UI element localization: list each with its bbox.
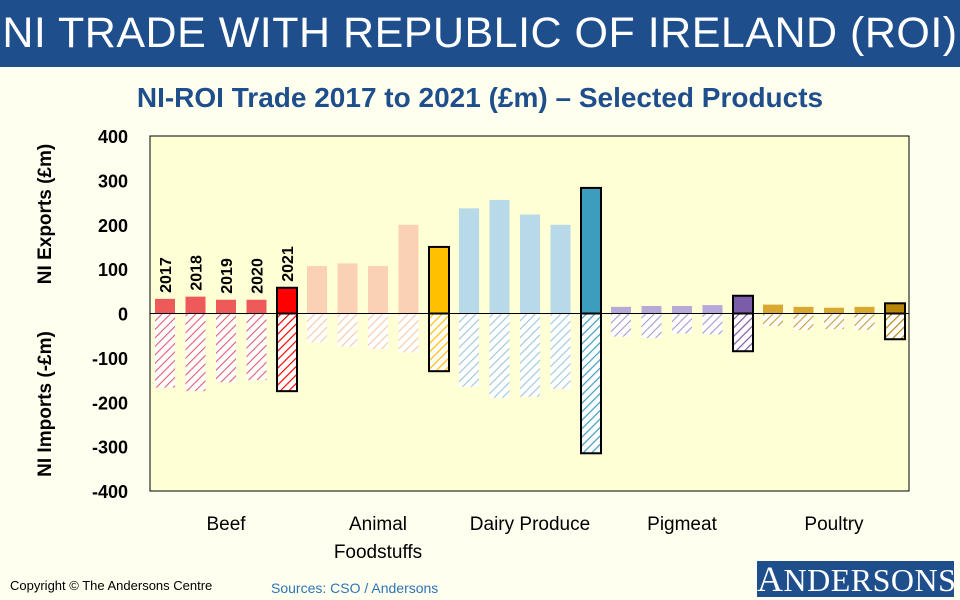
- import-bar-animal-foodstuffs-2018: [337, 313, 358, 347]
- import-bar-dairy-produce-2017: [459, 313, 479, 387]
- y-tick-label: -400: [92, 482, 128, 502]
- header-banner: NI TRADE WITH REPUBLIC OF IRELAND (ROI): [0, 0, 960, 67]
- import-bar-animal-foodstuffs-2021: [428, 312, 450, 373]
- export-bar-animal-foodstuffs-2019: [368, 266, 388, 314]
- import-bar-animal-foodstuffs-2017: [307, 313, 327, 343]
- import-bar-dairy-produce-2019: [520, 313, 540, 397]
- export-bar-poultry-2019: [824, 307, 844, 314]
- import-bar-animal-foodstuffs-2020: [398, 313, 419, 353]
- y-axis-label-imports: NI Imports (-£m): [35, 331, 56, 477]
- banner-title: NI TRADE WITH REPUBLIC OF IRELAND (ROI): [2, 9, 958, 57]
- import-bar-pigmeat-2017: [611, 313, 631, 337]
- import-bar-beef-2018: [185, 313, 206, 392]
- import-bar-beef-2017: [155, 313, 175, 388]
- export-bar-dairy-produce-2019: [520, 214, 540, 314]
- import-bar-dairy-produce-2020: [550, 313, 571, 389]
- export-bar-poultry-2017: [763, 304, 783, 314]
- import-bar-pigmeat-2018: [641, 313, 662, 338]
- category-label-pigmeat: Pigmeat: [647, 514, 717, 535]
- export-bar-dairy-produce-2018: [489, 199, 510, 314]
- import-bar-beef-2021: [276, 312, 298, 393]
- export-bar-animal-foodstuffs-2020: [398, 224, 419, 314]
- year-label: 2018: [189, 255, 206, 291]
- category-label-animal-foodstuffs: Animal: [349, 514, 407, 535]
- import-bar-pigmeat-2021: [732, 312, 754, 353]
- import-bar-beef-2020: [246, 313, 267, 381]
- category-label-poultry: Poultry: [804, 514, 864, 535]
- export-bar-animal-foodstuffs-2018: [337, 263, 358, 314]
- category-label-beef: Beef: [206, 514, 246, 535]
- import-bar-pigmeat-2019: [672, 313, 692, 334]
- import-bar-poultry-2021: [884, 312, 906, 341]
- category-label-dairy-produce: Dairy Produce: [470, 514, 590, 535]
- year-label: 2017: [158, 257, 175, 293]
- import-bar-poultry-2020: [854, 313, 875, 330]
- sources-text: Sources: CSO / Andersons: [271, 580, 439, 596]
- export-bar-dairy-produce-2020: [550, 224, 571, 314]
- import-bar-poultry-2018: [793, 313, 814, 330]
- year-label: 2019: [219, 258, 236, 294]
- logo-initial: A: [757, 559, 784, 599]
- year-label: 2020: [250, 258, 267, 294]
- export-bar-pigmeat-2020: [702, 305, 723, 314]
- y-tick-label: -100: [92, 349, 128, 369]
- export-bar-pigmeat-2018: [641, 305, 662, 314]
- export-bar-beef-2017: [155, 298, 175, 314]
- export-bar-poultry-2021: [884, 302, 906, 315]
- import-bar-animal-foodstuffs-2019: [368, 313, 388, 349]
- export-bar-animal-foodstuffs-2017: [307, 266, 327, 314]
- y-tick-label: -300: [92, 438, 128, 458]
- import-bar-poultry-2019: [824, 313, 844, 330]
- export-bar-beef-2019: [216, 299, 236, 314]
- y-tick-label: 200: [98, 216, 128, 236]
- logo-rest: NDERSONS: [783, 562, 957, 598]
- export-bar-beef-2021: [276, 286, 298, 315]
- y-axis-label-exports: NI Exports (£m): [35, 144, 56, 284]
- andersons-logo: ANDERSONS: [757, 559, 957, 599]
- import-bar-dairy-produce-2018: [489, 313, 510, 398]
- export-bar-poultry-2018: [793, 306, 814, 314]
- export-bar-pigmeat-2021: [732, 294, 754, 315]
- import-bar-dairy-produce-2021: [580, 312, 602, 455]
- category-label-animal-foodstuffs: Foodstuffs: [334, 542, 422, 563]
- export-bar-pigmeat-2017: [611, 306, 631, 314]
- import-bar-poultry-2017: [763, 313, 783, 326]
- export-bar-animal-foodstuffs-2021: [428, 245, 450, 315]
- import-bar-pigmeat-2020: [702, 313, 723, 335]
- y-tick-label: 100: [98, 260, 128, 280]
- export-bar-beef-2020: [246, 299, 267, 314]
- y-tick-label: -200: [92, 393, 128, 413]
- export-bar-pigmeat-2019: [672, 305, 692, 314]
- export-bar-dairy-produce-2021: [580, 186, 602, 315]
- import-bar-beef-2019: [216, 313, 236, 383]
- export-bar-dairy-produce-2017: [459, 208, 479, 314]
- year-label: 2021: [280, 246, 297, 282]
- chart-title: NI-ROI Trade 2017 to 2021 (£m) – Selecte…: [136, 82, 824, 113]
- y-tick-label: 0: [118, 305, 128, 325]
- y-tick-label: 400: [98, 127, 128, 147]
- y-tick-label: 300: [98, 171, 128, 191]
- export-bar-beef-2018: [185, 296, 206, 314]
- export-bar-poultry-2020: [854, 306, 875, 314]
- copyright-text: Copyright © The Andersons Centre: [10, 578, 213, 593]
